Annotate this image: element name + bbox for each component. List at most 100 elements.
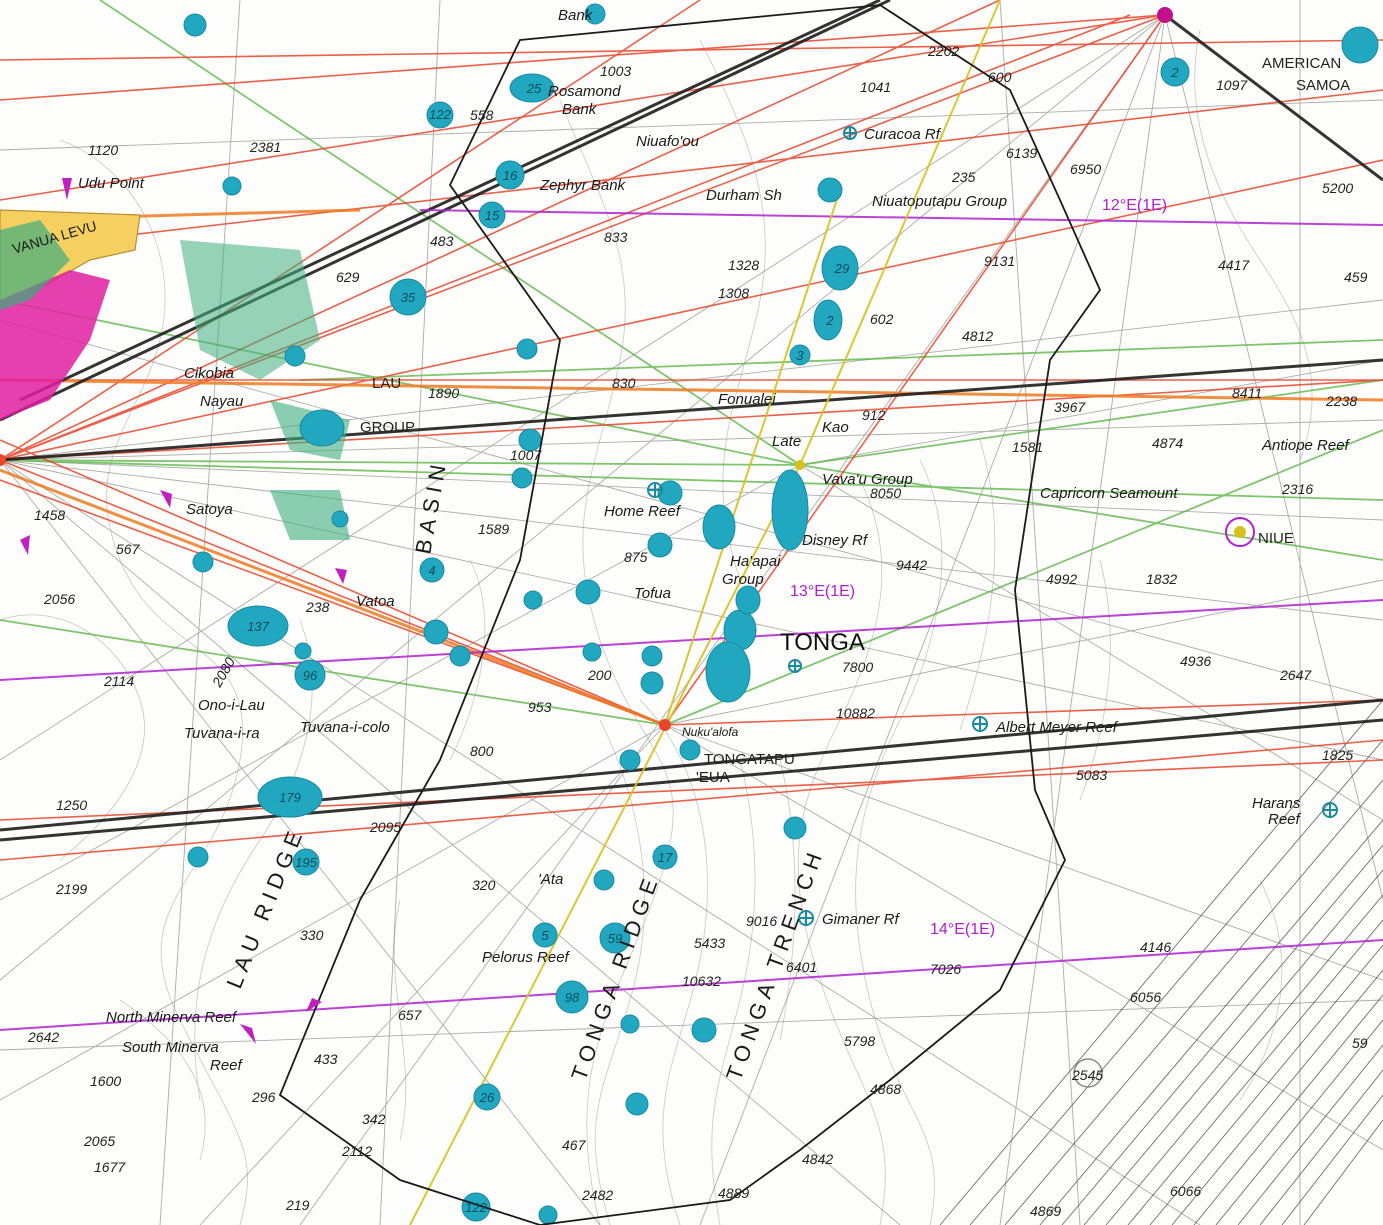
magenta-pin-icon	[240, 1024, 256, 1044]
sounding: 800	[470, 743, 494, 759]
shoal	[640, 671, 664, 695]
shoal-depth: 98	[565, 990, 580, 1005]
shoal	[599, 922, 631, 954]
sounding: 6139	[1006, 145, 1037, 161]
shoal	[789, 344, 811, 366]
sounding: 1832	[1146, 571, 1177, 587]
sounding: 953	[528, 699, 552, 715]
route-hubs	[0, 7, 1173, 731]
shoal	[419, 557, 445, 583]
lau-south-green	[270, 490, 350, 540]
label-harans-reef: Harans	[1252, 795, 1301, 812]
sounding: 459	[1344, 269, 1368, 285]
shoal	[192, 551, 214, 573]
sounding: 1581	[1012, 439, 1043, 455]
bathymetry-contours	[0, 29, 1313, 1225]
fiji-mainland-pink	[0, 270, 110, 420]
shoal	[679, 739, 701, 761]
shoal	[1341, 26, 1379, 64]
shoal	[582, 642, 602, 662]
label-ata: 'Ata	[538, 871, 563, 888]
shoal-blobs	[183, 3, 1379, 1225]
sounding: 567	[116, 541, 141, 557]
shoal-depth: 195	[295, 855, 317, 870]
shoal-depth-labels: 25 16 15 122 35 29 2 3 137 96 179 195 59…	[247, 65, 1179, 1215]
tonga-boundary-line	[278, 4, 1102, 1225]
sounding: 2202	[927, 43, 959, 59]
sounding: 912	[862, 407, 886, 423]
shoal	[532, 922, 558, 948]
label-gimaner-reef: Gimaner Rf	[822, 911, 901, 928]
sounding: 330	[300, 927, 324, 943]
label-nukualofa: Nuku'alofa	[682, 725, 739, 739]
shoal-depth: 96	[303, 668, 318, 683]
label-pelorus-reef: Pelorus Reef	[482, 949, 571, 966]
sounding: 9442	[896, 557, 927, 573]
shoal	[294, 659, 326, 691]
sounding: 1041	[860, 79, 891, 95]
reef-cross-icon	[647, 482, 663, 498]
sounding: 1677	[94, 1159, 126, 1175]
label-niuatoputapu-group: Niuatoputapu Group	[872, 193, 1007, 210]
label-north-minerva-reef: North Minerva Reef	[106, 1009, 238, 1026]
shoal	[331, 510, 349, 528]
sounding: 1458	[34, 507, 65, 523]
sounding: 2381	[249, 139, 281, 155]
label-tofua: Tofua	[634, 585, 671, 602]
label-niue: NIUE	[1258, 530, 1294, 547]
label-disney-reef: Disney Rf	[802, 532, 869, 549]
shoal	[426, 101, 454, 129]
label-lau-group: LAU	[372, 375, 401, 392]
sounding: 4889	[718, 1185, 749, 1201]
label-vatoa: Vatoa	[356, 593, 395, 610]
shoal-depth: 29	[834, 261, 849, 276]
sounding: 2056	[43, 591, 75, 607]
sounding: 833	[604, 229, 628, 245]
sounding: 2642	[27, 1029, 59, 1045]
sounding: 1007	[510, 447, 542, 463]
shoal	[641, 645, 663, 667]
shoal-depth: 59	[608, 931, 622, 946]
label-variation-13: 13°E(1E)	[790, 583, 855, 600]
shoal-depth: 179	[279, 790, 301, 805]
label-zephyr-bank: Zephyr Bank	[539, 177, 627, 194]
label-south-minerva-reef-2: Reef	[210, 1057, 244, 1074]
label-rosamond-bank: Rosamond	[548, 83, 621, 100]
magenta-pin-icon	[335, 568, 347, 584]
shoal	[705, 641, 751, 703]
magenta-pin-icon	[160, 490, 172, 508]
label-haapai-group: Ha'apai	[730, 553, 781, 570]
fiji-land	[0, 209, 350, 540]
label-late: Late	[772, 433, 801, 450]
sounding: 600	[988, 69, 1012, 85]
label-udu-point: Udu Point	[78, 175, 145, 192]
sounding: 6950	[1070, 161, 1101, 177]
label-bank-top: Bank	[558, 7, 594, 24]
shoal	[593, 869, 615, 891]
label-tuvana-i-ra: Tuvana-i-ra	[184, 725, 260, 742]
sounding: 602	[870, 311, 894, 327]
shoal	[584, 3, 606, 25]
sounding: 467	[562, 1137, 587, 1153]
sounding: 2238	[1325, 393, 1357, 409]
label-cikobia: Cikobia	[184, 365, 234, 382]
shoal	[294, 642, 312, 660]
label-lau-group-2: GROUP	[360, 419, 415, 436]
reef-cross-icon	[788, 659, 802, 673]
sounding: 7026	[930, 961, 961, 977]
sounding: 3967	[1054, 399, 1086, 415]
sounding: 59	[1352, 1035, 1368, 1051]
dense-route-hatching	[939, 699, 1383, 1225]
shoal-depth: 26	[479, 1090, 495, 1105]
sounding: 9131	[984, 253, 1015, 269]
shoal	[478, 201, 506, 229]
label-capricorn-seamount: Capricorn Seamount	[1040, 485, 1178, 502]
sounding: 10882	[836, 705, 875, 721]
sounding: 1328	[728, 257, 759, 273]
sounding: 6066	[1170, 1183, 1201, 1199]
shoal	[389, 278, 427, 316]
sounding: 1308	[718, 285, 749, 301]
label-tonga: TONGA	[780, 629, 865, 656]
shoal	[284, 345, 306, 367]
